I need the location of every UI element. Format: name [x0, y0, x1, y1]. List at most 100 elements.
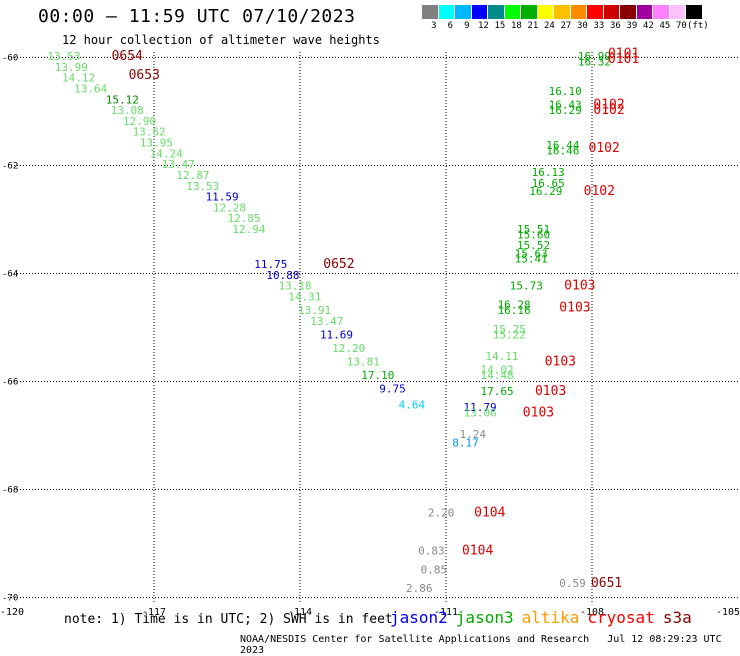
swh-value: 13.81	[347, 355, 380, 368]
swh-value: 11.69	[320, 328, 353, 341]
satellite-jason2: jason2	[390, 608, 448, 627]
color-swatch	[603, 5, 620, 19]
time-label: 0104	[474, 506, 505, 521]
color-swatch	[488, 5, 505, 19]
swh-value: 17.10	[361, 369, 394, 382]
time-label: 0102	[593, 103, 624, 118]
color-swatch	[422, 5, 439, 19]
color-legend-label: 27	[560, 21, 572, 31]
swh-value: 14.11	[485, 350, 518, 363]
color-legend-label: 42	[642, 21, 654, 31]
color-swatch	[686, 5, 703, 19]
color-legend-label: 12	[477, 21, 489, 31]
color-legend-label: 24	[543, 21, 555, 31]
swh-value: 13.62	[133, 126, 166, 139]
time-label: 0103	[523, 406, 554, 421]
swh-value: 13.53	[186, 180, 219, 193]
swh-value: 13.06	[464, 407, 497, 420]
time-label: 0101	[608, 52, 639, 67]
time-label: 0102	[584, 184, 615, 199]
color-legend-label: 21	[527, 21, 539, 31]
color-legend: 3 6 9 12 15 18 21 24 27 30 33 36 39 42 45 70 (ft)	[422, 5, 709, 31]
swh-value: 12.87	[176, 169, 209, 182]
swh-value: 13.47	[310, 315, 343, 328]
swh-value: 0.85	[421, 563, 448, 576]
color-legend-label: 30	[576, 21, 588, 31]
color-swatch	[620, 5, 637, 19]
swh-value: 12.94	[232, 223, 265, 236]
time-label: 0103	[535, 384, 566, 399]
swh-value: 15.41	[515, 253, 548, 266]
swh-value: 14.02	[481, 363, 514, 376]
swh-value: 8.17	[452, 436, 479, 449]
color-swatch	[471, 5, 488, 19]
swh-value: 14.31	[288, 290, 321, 303]
grid-lines	[8, 52, 738, 603]
swh-value: 12.90	[123, 115, 156, 128]
y-tick-label: -62	[2, 161, 18, 171]
color-swatch	[669, 5, 686, 19]
color-legend-label: 70	[675, 21, 687, 31]
swh-value: 12.28	[213, 201, 246, 214]
color-legend-label: 39	[626, 21, 638, 31]
swh-value: 13.18	[279, 280, 312, 293]
color-swatch	[455, 5, 472, 19]
color-swatch	[521, 5, 538, 19]
x-tick-label: -108	[580, 607, 604, 618]
chart-subtitle: 12 hour collection of altimeter wave hei…	[62, 33, 380, 47]
swh-value: 10.88	[266, 269, 299, 282]
color-swatch	[438, 5, 455, 19]
swh-value: 12.20	[332, 342, 365, 355]
swh-value: 15.52	[517, 239, 550, 252]
color-swatch	[504, 5, 521, 19]
color-swatch	[537, 5, 554, 19]
swh-value: 16.46	[546, 145, 579, 158]
x-tick-label: -111	[434, 607, 458, 618]
y-tick-label: -66	[2, 378, 18, 388]
time-label: 0102	[593, 98, 624, 113]
swh-value: 0.59	[559, 577, 586, 590]
swh-value: 14.48	[481, 369, 514, 382]
color-legend-swatches	[422, 5, 703, 19]
swh-value: 15.12	[106, 93, 139, 106]
axis-ticks: -120 -117 -114 -111 -108 -105 -60 -62 -64 -66 -68 -…	[0, 53, 740, 618]
time-label: 0102	[589, 141, 620, 156]
swh-value: 16.44	[546, 139, 579, 152]
swh-value: 17.65	[481, 385, 514, 398]
color-legend-label: 6	[447, 21, 454, 31]
swh-value: 2.20	[428, 507, 455, 520]
x-tick-label: -117	[142, 607, 166, 618]
color-legend-label: (ft)	[687, 21, 709, 31]
swh-value: 16.32	[578, 56, 611, 69]
swh-value: 15.22	[493, 328, 526, 341]
swh-value: 13.53	[47, 50, 80, 63]
swh-value: 16.29	[549, 104, 582, 117]
footnote: note: 1) Time is in UTC; 2) SWH is in fe…	[64, 612, 393, 627]
swh-value: 16.29	[529, 185, 562, 198]
color-legend-labels: 3 6 9 12 15 18 21 24 27 30 33 36 39 42 45 70 (ft)	[422, 19, 709, 31]
swh-value: 13.47	[162, 158, 195, 171]
swh-value: 11.75	[254, 258, 287, 271]
color-swatch	[587, 5, 604, 19]
swh-value: 15.25	[493, 323, 526, 336]
satellite-jason3: jason3	[455, 608, 514, 627]
swh-value: 15.73	[510, 280, 543, 293]
x-tick-label: -105	[716, 607, 740, 618]
color-swatch	[653, 5, 670, 19]
swh-value: 11.79	[464, 401, 497, 414]
x-tick-label: -120	[0, 607, 24, 618]
swh-value: 16.13	[532, 166, 565, 179]
time-label: 0654	[112, 49, 143, 64]
swh-value: 15.63	[515, 247, 548, 260]
credit-text: NOAA/NESDIS Center for Satellite Applica…	[240, 634, 590, 645]
swh-value: 13.08	[111, 104, 144, 117]
swh-value: 13.99	[55, 61, 88, 74]
color-legend-label: 18	[510, 21, 522, 31]
color-legend-label: 45	[659, 21, 671, 31]
color-legend-label: 33	[593, 21, 605, 31]
color-swatch	[636, 5, 653, 19]
swh-value: 0.83	[418, 544, 445, 557]
credit-line: NOAA/NESDIS Center for Satellite Applica…	[240, 634, 740, 656]
swh-value: 13.64	[74, 83, 107, 96]
